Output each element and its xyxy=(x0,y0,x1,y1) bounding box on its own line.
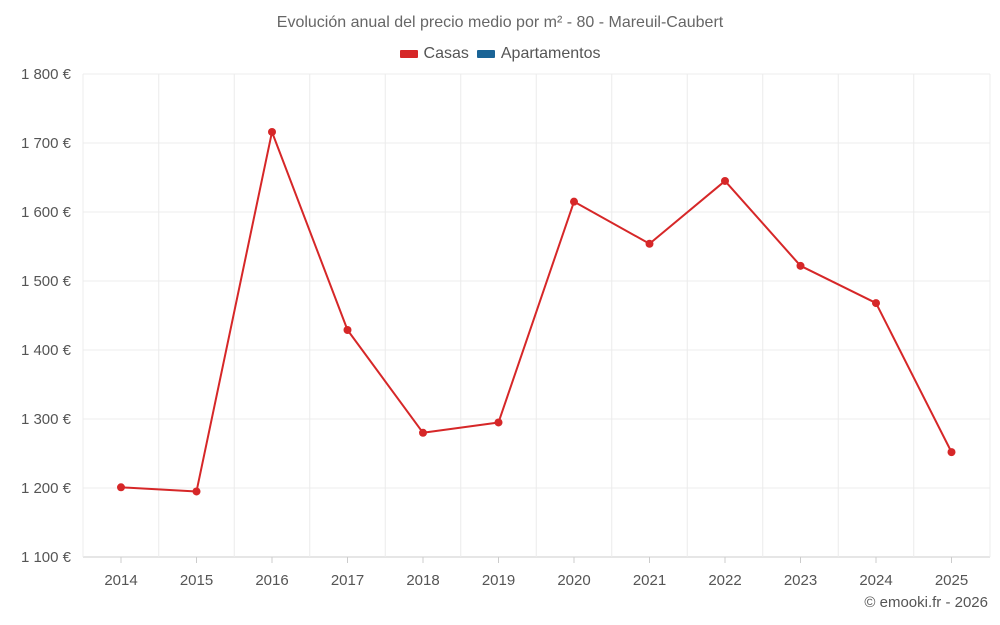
y-tick-label: 1 300 € xyxy=(21,411,72,428)
x-tick-label: 2019 xyxy=(482,572,515,589)
y-tick-label: 1 200 € xyxy=(21,480,72,497)
data-point-casas-2025[interactable] xyxy=(947,448,956,457)
x-tick-label: 2022 xyxy=(708,572,741,589)
x-tick-label: 2015 xyxy=(180,572,213,589)
y-tick-label: 1 500 € xyxy=(21,273,72,290)
legend-item-casas[interactable]: Casas xyxy=(399,45,469,63)
series-line-casas xyxy=(120,130,953,493)
x-tick-label: 2017 xyxy=(331,572,364,589)
data-point-casas-2017[interactable] xyxy=(343,325,352,334)
legend-swatch-apartamentos xyxy=(476,50,495,58)
chart-title: Evolución anual del precio medio por m² … xyxy=(276,14,724,31)
data-point-casas-2014[interactable] xyxy=(117,483,125,492)
y-tick-label: 1 400 € xyxy=(21,342,72,359)
data-point-casas-2016[interactable] xyxy=(268,127,276,136)
x-tick-label: 2018 xyxy=(406,572,439,589)
x-tick-label: 2025 xyxy=(935,572,968,589)
data-point-casas-2020[interactable] xyxy=(570,197,578,206)
x-tick-label: 2020 xyxy=(557,572,590,589)
legend-label-casas: Casas xyxy=(423,45,469,62)
y-tick-label: 1 700 € xyxy=(21,135,72,152)
legend-swatch-casas xyxy=(399,50,418,58)
x-tick-label: 2024 xyxy=(859,572,892,589)
legend-item-apartamentos[interactable]: Apartamentos xyxy=(476,45,601,63)
data-point-casas-2022[interactable] xyxy=(721,176,729,185)
chart-legend: Casas Apartamentos xyxy=(0,45,1000,63)
credit-text: © emooki.fr - 2026 xyxy=(864,594,988,611)
data-point-casas-2018[interactable] xyxy=(419,428,427,437)
y-tick-label: 1 100 € xyxy=(21,549,72,566)
x-tick-label: 2016 xyxy=(255,572,288,589)
data-point-casas-2021[interactable] xyxy=(645,239,654,248)
legend-label-apartamentos: Apartamentos xyxy=(500,45,601,62)
data-point-casas-2023[interactable] xyxy=(796,261,805,270)
x-tick-label: 2023 xyxy=(784,572,817,589)
x-tick-label: 2014 xyxy=(104,572,137,589)
y-tick-label: 1 600 € xyxy=(21,204,72,221)
data-point-casas-2019[interactable] xyxy=(494,418,503,427)
x-tick-label: 2021 xyxy=(633,572,666,589)
data-point-casas-2024[interactable] xyxy=(872,299,880,308)
data-point-casas-2015[interactable] xyxy=(192,487,201,496)
y-tick-label: 1 800 € xyxy=(21,66,72,83)
